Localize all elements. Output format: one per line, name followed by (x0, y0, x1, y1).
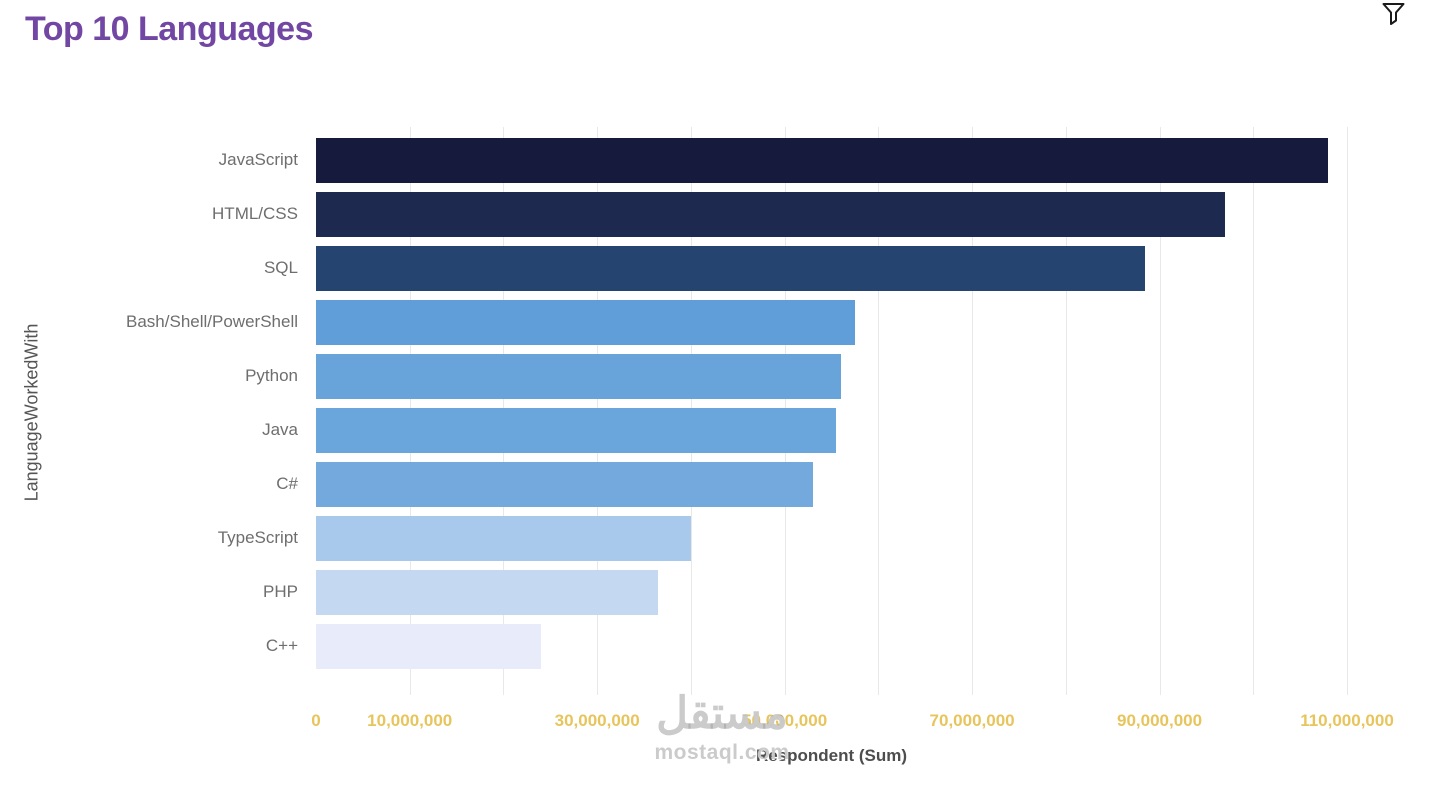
category-label: C++ (265, 636, 298, 655)
x-tick-label: 110,000,000 (1300, 711, 1394, 730)
chart-row: TypeScript (0, 511, 1347, 565)
bar-java[interactable] (316, 407, 837, 453)
category-label: SQL (263, 258, 298, 277)
category-label: JavaScript (218, 150, 298, 169)
bar-track (316, 191, 1347, 237)
bar-track (316, 515, 1347, 561)
bar-bash-shell-powershell[interactable] (316, 299, 855, 345)
category-label: TypeScript (217, 528, 298, 547)
page-title: Top 10 Languages (25, 10, 313, 48)
chart-row: JavaScript (0, 133, 1347, 187)
bar-track (316, 245, 1347, 291)
x-axis-ticks: 0 10,000,000 30,000,000 50,000,000 70,000,00… (311, 711, 1394, 737)
bar-c-[interactable] (316, 623, 541, 669)
category-label: HTML/CSS (212, 204, 298, 223)
chart-row: Python (0, 349, 1347, 403)
chart-row: HTML/CSS (0, 187, 1347, 241)
category-label: C# (276, 474, 298, 493)
bar-track (316, 137, 1347, 183)
x-tick-label: 50,000,000 (742, 711, 828, 730)
bar-track (316, 407, 1347, 453)
bar-track (316, 623, 1347, 669)
category-label: Java (262, 420, 298, 439)
bar-track (316, 569, 1347, 615)
funnel-icon (1381, 1, 1406, 31)
chart-rows: JavaScript HTML/CSS SQL Bash/Shell/PowerShe… (0, 133, 1347, 673)
x-tick-label: 10,000,000 (367, 711, 453, 730)
bar-javascript[interactable] (316, 137, 1329, 183)
category-label: Python (245, 366, 298, 385)
bar-c-[interactable] (316, 461, 813, 507)
gridline (1347, 127, 1348, 695)
bar-html-css[interactable] (316, 191, 1226, 237)
category-label: PHP (263, 582, 298, 601)
category-label: Bash/Shell/PowerShell (126, 312, 298, 331)
chart-row: SQL (0, 241, 1347, 295)
chart-row: C++ (0, 619, 1347, 673)
chart-row: Java (0, 403, 1347, 457)
x-tick-label: 90,000,000 (1116, 711, 1203, 730)
chart-row: C# (0, 457, 1347, 511)
bar-sql[interactable] (316, 245, 1146, 291)
bar-python[interactable] (316, 353, 841, 399)
chart-row: Bash/Shell/PowerShell (0, 295, 1347, 349)
x-axis-title: Respondent (Sum) (755, 746, 908, 765)
chart-row: PHP (0, 565, 1347, 619)
x-tick-label: 30,000,000 (554, 711, 640, 730)
bar-php[interactable] (316, 569, 659, 615)
bar-track (316, 461, 1347, 507)
bar-track (316, 299, 1347, 345)
x-tick-label: 0 (311, 711, 321, 730)
bar-typescript[interactable] (316, 515, 691, 561)
bar-track (316, 353, 1347, 399)
x-tick-label: 70,000,000 (929, 711, 1015, 730)
bar-chart: JavaScript HTML/CSS SQL Bash/Shell/PowerShe… (0, 127, 1348, 695)
filter-button[interactable] (1379, 2, 1407, 30)
